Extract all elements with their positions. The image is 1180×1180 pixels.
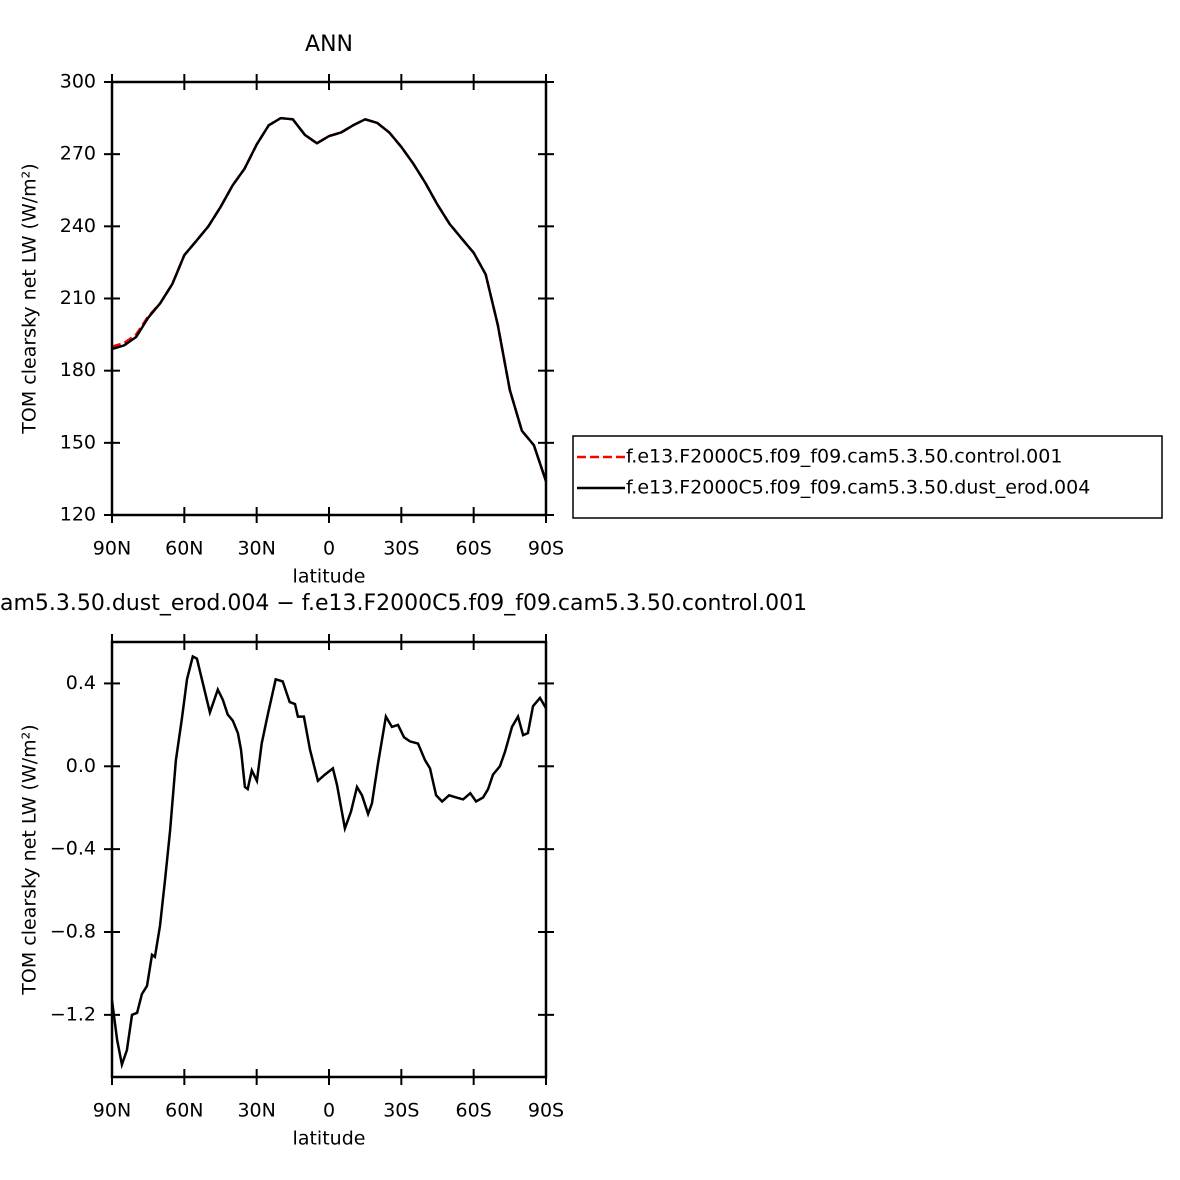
y-tick-label: −0.4 [50,838,96,860]
legend-label: f.e13.F2000C5.f09_f09.cam5.3.50.control.… [626,446,1062,468]
x-tick-label: 0 [323,1100,335,1122]
y-tick-label: 150 [60,431,96,453]
legend-box [572,435,1163,519]
x-tick-label: 0 [323,538,335,560]
chart-title: ANN [305,32,353,57]
series-line [110,654,548,1070]
y-tick-label: 270 [60,143,96,165]
x-tick-label: 30N [237,538,275,560]
x-axis-label: latitude [293,566,366,588]
y-axis-label: TOM clearsky net LW (W/m²) [19,163,41,434]
y-tick-label: 300 [60,71,96,93]
y-tick-label: 240 [60,215,96,237]
x-tick-label: 60S [456,1100,492,1122]
y-tick-label: 180 [60,359,96,381]
y-tick-label: −1.2 [50,1003,96,1025]
x-tick-label: 60S [456,538,492,560]
y-tick-label: 0.0 [66,755,96,777]
y-tick-label: −0.8 [50,921,96,943]
plot-frame [110,80,548,517]
x-axis-label: latitude [293,1128,366,1150]
x-tick-label: 90N [93,538,131,560]
series-line [111,116,548,482]
y-axis-label: TOM clearsky net LW (W/m²) [19,724,41,995]
chart-title: am5.3.50.dust_erod.004 − f.e13.F2000C5.f… [0,591,807,616]
plot-frame [110,640,548,1079]
x-tick-label: 90S [528,538,564,560]
x-tick-label: 30S [383,1100,419,1122]
series-line [111,116,548,482]
y-tick-label: 210 [60,287,96,309]
x-tick-label: 30S [383,538,419,560]
x-tick-label: 90N [93,1100,131,1122]
x-tick-label: 90S [528,1100,564,1122]
x-tick-label: 30N [237,1100,275,1122]
y-tick-label: 0.4 [66,672,96,694]
legend-label: f.e13.F2000C5.f09_f09.cam5.3.50.dust_ero… [626,477,1090,499]
y-tick-label: 120 [60,504,96,526]
x-tick-label: 60N [165,1100,203,1122]
x-tick-label: 60N [165,538,203,560]
